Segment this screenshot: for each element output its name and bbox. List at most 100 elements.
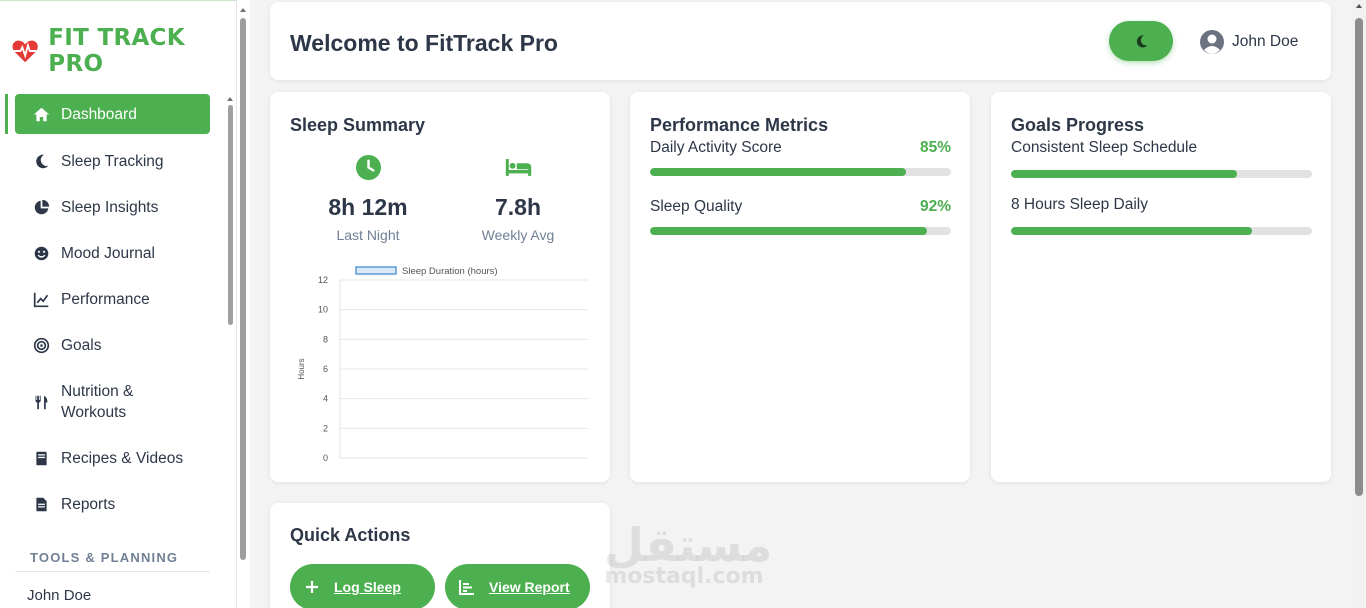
metric-label: Daily Activity Score xyxy=(650,139,782,156)
file-icon xyxy=(31,495,51,515)
watermark-latin: mostaql.com xyxy=(604,564,764,589)
sidebar-item-goals[interactable]: Goals xyxy=(15,335,210,356)
bed-icon xyxy=(505,159,531,176)
weekly-avg-value: 7.8h xyxy=(494,194,542,220)
smile-icon xyxy=(31,244,51,264)
goal-eight-hours: 8 Hours Sleep Daily xyxy=(1011,196,1312,235)
sidebar-item-label: Reports xyxy=(61,496,116,513)
section-divider xyxy=(15,571,210,572)
progress-track xyxy=(650,227,951,235)
sidebar-scrollbar-thumb[interactable] xyxy=(228,105,233,325)
goal-label: 8 Hours Sleep Daily xyxy=(1011,196,1148,213)
sidebar-item-sleep-tracking[interactable]: Sleep Tracking xyxy=(15,151,210,172)
utensils-icon xyxy=(31,392,51,412)
y-tick-label: 10 xyxy=(318,305,328,315)
progress-fill xyxy=(1011,227,1252,235)
last-night-stat: 8h 12m Last Night xyxy=(293,154,443,243)
sidebar-item-label: Sleep Tracking xyxy=(61,153,164,170)
y-tick-label: 6 xyxy=(323,364,328,374)
metric-percent: 85% xyxy=(919,139,951,156)
scroll-up-arrow-icon[interactable] xyxy=(240,8,246,12)
sleep-duration-chart: Sleep Duration (hours) 0 2 4 6 8 10 12 Hours xyxy=(297,266,588,463)
section-title-tools: TOOLS & PLANNING xyxy=(30,550,179,565)
weekly-avg-label: Weekly Avg xyxy=(481,227,555,243)
sidebar-item-dashboard[interactable]: Dashboard xyxy=(15,94,210,134)
chart-bar-icon xyxy=(459,580,474,595)
sidebar-item-nutrition-workouts[interactable]: Nutrition & Workouts xyxy=(15,381,210,423)
active-indicator xyxy=(5,94,8,134)
y-tick-label: 8 xyxy=(323,334,328,344)
sidebar-item-performance[interactable]: Performance xyxy=(15,289,210,310)
moon-icon xyxy=(31,152,51,172)
user-name: John Doe xyxy=(1232,33,1299,50)
clock-icon xyxy=(355,154,381,181)
metric-percent: 92% xyxy=(919,198,951,215)
progress-track xyxy=(1011,227,1312,235)
sleep-summary-card: Sleep Summary 8h 12m Last Night 7.8h Wee… xyxy=(270,92,610,482)
legend-swatch xyxy=(355,266,397,275)
button-label: Log Sleep xyxy=(334,579,401,595)
scroll-up-arrow-icon[interactable] xyxy=(227,97,233,101)
y-tick-label: 0 xyxy=(323,453,328,463)
last-night-value: 8h 12m xyxy=(328,194,408,220)
metric-sleep-quality: Sleep Quality 92% xyxy=(650,198,951,235)
sidebar-item-label: Dashboard xyxy=(61,105,137,123)
target-icon xyxy=(31,336,51,356)
sidebar-item-label: Sleep Insights xyxy=(61,199,159,216)
heartbeat-icon xyxy=(12,40,38,63)
progress-track xyxy=(1011,170,1312,178)
goals-progress-card: Goals Progress Consistent Sleep Schedule… xyxy=(991,92,1331,482)
y-tick-label: 4 xyxy=(323,394,328,404)
card-title: Quick Actions xyxy=(290,525,411,545)
sidebar-item-label: Recipes & Videos xyxy=(61,450,184,467)
sidebar-outer-scrollbar-thumb[interactable] xyxy=(240,18,246,560)
y-axis-label: Hours xyxy=(297,358,306,379)
card-title: Performance Metrics xyxy=(650,115,829,135)
y-tick-label: 12 xyxy=(318,275,328,285)
goal-consistent-sleep: Consistent Sleep Schedule xyxy=(1011,139,1312,178)
brand-name: FIT TRACK PRO xyxy=(48,25,185,77)
card-title: Goals Progress xyxy=(1011,115,1145,135)
sidebar-item-label: Mood Journal xyxy=(61,245,155,262)
sidebar-item-reports[interactable]: Reports xyxy=(15,494,210,515)
watermark: مستقل mostaql.com xyxy=(604,518,773,589)
theme-toggle-button[interactable] xyxy=(1109,21,1173,61)
sidebar-item-label: Nutrition & Workouts xyxy=(61,383,134,421)
sidebar-item-label: Goals xyxy=(61,337,102,354)
goal-label: Consistent Sleep Schedule xyxy=(1011,139,1198,156)
metric-daily-activity: Daily Activity Score 85% xyxy=(650,139,951,176)
performance-metrics-card: Performance Metrics Daily Activity Score… xyxy=(630,92,970,482)
log-sleep-button[interactable]: Log Sleep xyxy=(290,564,435,608)
sidebar-item-label: Performance xyxy=(61,291,150,308)
page-title: Welcome to FitTrack Pro xyxy=(290,30,558,56)
progress-fill xyxy=(650,168,906,176)
card-title: Sleep Summary xyxy=(290,115,426,135)
page-scrollbar-thumb[interactable] xyxy=(1355,18,1363,496)
sidebar-user-name[interactable]: John Doe xyxy=(27,587,92,604)
user-menu[interactable]: John Doe xyxy=(1199,29,1298,55)
progress-fill xyxy=(650,227,927,235)
plus-icon xyxy=(306,581,318,593)
moon-icon xyxy=(1136,34,1147,47)
sidebar-item-sleep-insights[interactable]: Sleep Insights xyxy=(15,197,210,218)
y-tick-label: 2 xyxy=(323,423,328,433)
legend-label: Sleep Duration (hours) xyxy=(402,266,498,277)
book-icon xyxy=(31,449,51,469)
user-circle-icon xyxy=(1200,30,1224,54)
sidebar-item-recipes-videos[interactable]: Recipes & Videos xyxy=(15,448,210,469)
top-header: Welcome to FitTrack Pro John Doe xyxy=(270,2,1331,80)
progress-track xyxy=(650,168,951,176)
home-icon xyxy=(31,104,51,124)
last-night-label: Last Night xyxy=(336,227,400,243)
button-label: View Report xyxy=(489,579,570,595)
scroll-up-arrow-icon[interactable] xyxy=(1356,4,1362,8)
sidebar-item-mood-journal[interactable]: Mood Journal xyxy=(15,243,210,264)
progress-fill xyxy=(1011,170,1237,178)
watermark-arabic: مستقل xyxy=(604,518,773,572)
view-report-button[interactable]: View Report xyxy=(445,564,590,608)
metric-label: Sleep Quality xyxy=(650,198,743,215)
quick-actions-card: Quick Actions Log Sleep View Report xyxy=(270,503,610,608)
sidebar: FIT TRACK PRO Dashboard Sleep Tracking S… xyxy=(0,0,236,608)
brand-logo[interactable]: FIT TRACK PRO xyxy=(12,25,236,77)
pie-chart-icon xyxy=(31,198,51,218)
